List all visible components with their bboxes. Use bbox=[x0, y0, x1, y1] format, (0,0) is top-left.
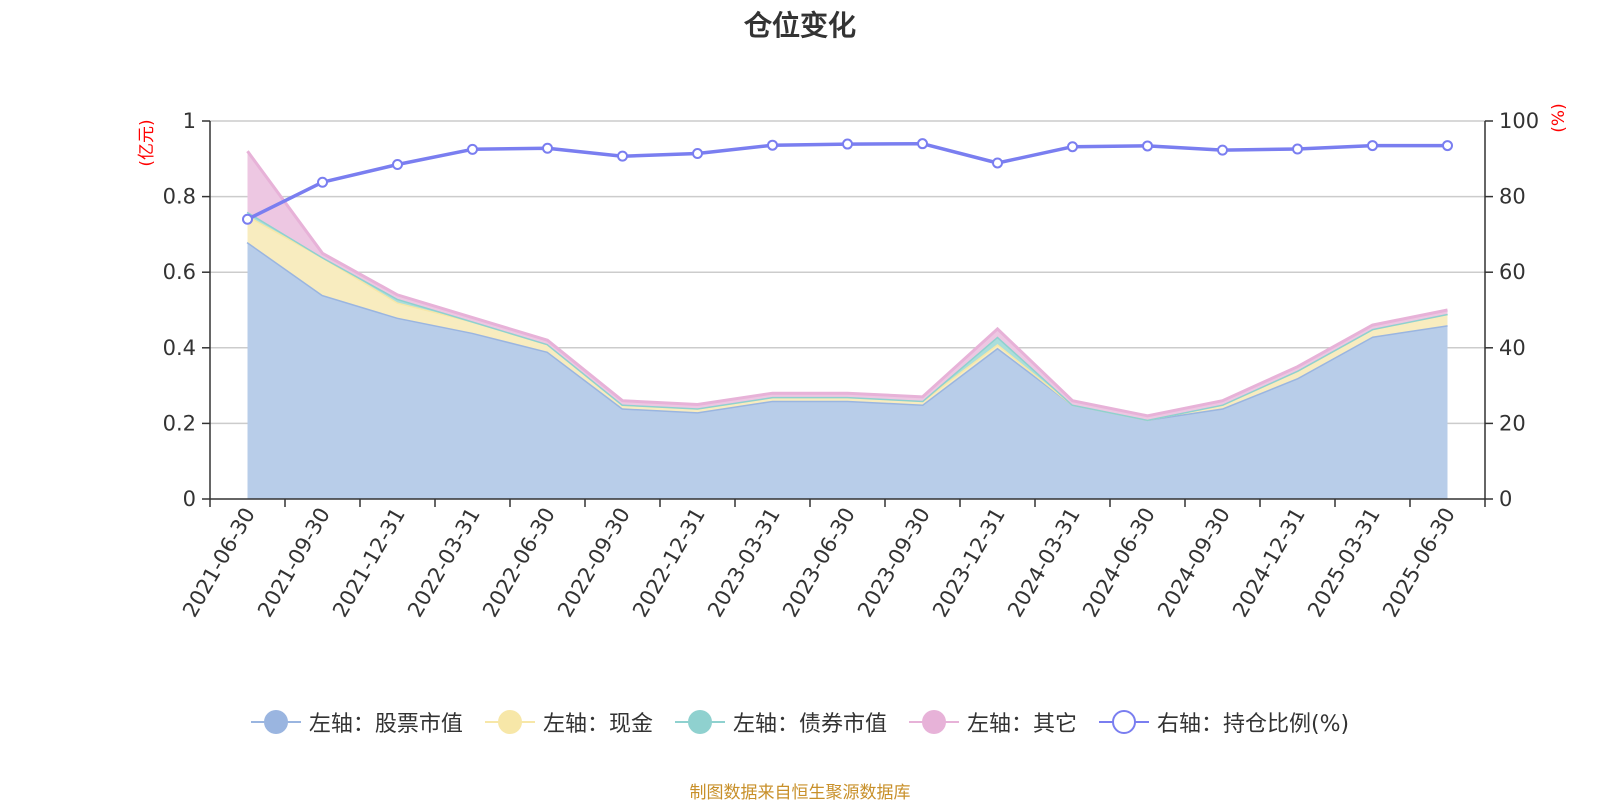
legend-item-3[interactable]: 左轴：其它 bbox=[908, 706, 1077, 738]
right-axis-tick-label: 0 bbox=[1499, 487, 1512, 511]
legend-marker-icon bbox=[1098, 707, 1149, 737]
position-ratio-line bbox=[242, 138, 1453, 225]
legend: 左轴：股票市值 左轴：现金 左轴：债券市值 左轴：其它 右轴：持仓比例(%) bbox=[0, 706, 1600, 738]
stacked-areas bbox=[246, 150, 1448, 499]
x-axis-tick-label: 2025-03-31 bbox=[1303, 504, 1385, 622]
position-ratio-point[interactable] bbox=[692, 148, 703, 160]
left-axis-tick-label: 1 bbox=[183, 109, 196, 133]
x-axis-tick-label: 2022-12-31 bbox=[628, 504, 710, 622]
legend-marker-icon bbox=[484, 707, 535, 737]
right-axis-tick-label: 60 bbox=[1499, 260, 1526, 284]
legend-item-0[interactable]: 左轴：股票市值 bbox=[250, 706, 463, 738]
position-ratio-point[interactable] bbox=[1217, 144, 1228, 156]
chart-title: 仓位变化 bbox=[743, 9, 856, 42]
x-axis-tick-label: 2023-09-30 bbox=[853, 504, 935, 622]
left-axis-tick-label: 0.2 bbox=[163, 411, 196, 435]
legend-marker-icon bbox=[250, 707, 301, 737]
legend-marker-icon bbox=[908, 707, 959, 737]
legend-label: 左轴：现金 bbox=[542, 712, 653, 737]
chart-plot: 00.20.40.60.810204060801002021-06-302021… bbox=[137, 103, 1569, 622]
x-axis-tick-label: 2024-09-30 bbox=[1153, 504, 1235, 622]
position-ratio-point[interactable] bbox=[1442, 140, 1453, 152]
x-axis-tick-label: 2023-06-30 bbox=[778, 504, 860, 622]
position-ratio-point[interactable] bbox=[617, 150, 628, 162]
legend-item-4[interactable]: 右轴：持仓比例(%) bbox=[1098, 706, 1350, 738]
left-axis-tick-label: 0.6 bbox=[163, 260, 196, 284]
position-ratio-line-path bbox=[246, 141, 1448, 221]
position-ratio-point[interactable] bbox=[1067, 141, 1078, 153]
x-axis-tick-label: 2024-06-30 bbox=[1078, 504, 1160, 622]
x-axis-tick-label: 2023-03-31 bbox=[703, 504, 785, 622]
right-axis-tick-label: 20 bbox=[1499, 411, 1526, 435]
legend-label: 右轴：持仓比例(%) bbox=[1156, 712, 1350, 737]
right-axis-tick-label: 80 bbox=[1499, 185, 1526, 209]
legend-label: 左轴：股票市值 bbox=[308, 712, 463, 737]
area-edge-series-3 bbox=[246, 150, 1448, 418]
left-axis-tick-label: 0.8 bbox=[163, 185, 196, 209]
x-axis-tick-label: 2022-06-30 bbox=[478, 504, 560, 622]
legend-label: 左轴：债券市值 bbox=[732, 712, 887, 737]
x-axis-tick-label: 2025-06-30 bbox=[1378, 504, 1460, 622]
right-axis-unit: (%) bbox=[1549, 103, 1569, 132]
position-ratio-point[interactable] bbox=[1292, 143, 1303, 155]
position-ratio-point[interactable] bbox=[767, 139, 778, 151]
right-axis-tick-label: 100 bbox=[1499, 109, 1539, 133]
x-axis-tick-label: 2024-12-31 bbox=[1228, 504, 1310, 622]
position-ratio-point[interactable] bbox=[842, 138, 853, 150]
legend-item-2[interactable]: 左轴：债券市值 bbox=[674, 706, 887, 738]
right-axis-tick-label: 40 bbox=[1499, 336, 1526, 360]
x-axis-tick-label: 2021-06-30 bbox=[178, 504, 260, 622]
position-ratio-point[interactable] bbox=[542, 142, 553, 154]
area-series-0 bbox=[247, 242, 1448, 499]
data-source-note: 制图数据来自恒生聚源数据库 bbox=[689, 783, 911, 803]
legend-marker-icon bbox=[674, 707, 725, 737]
position-ratio-point[interactable] bbox=[1367, 140, 1378, 152]
position-ratio-point[interactable] bbox=[992, 157, 1003, 169]
position-ratio-point[interactable] bbox=[1142, 140, 1153, 152]
x-axis-tick-label: 2022-03-31 bbox=[403, 504, 485, 622]
position-ratio-point[interactable] bbox=[467, 143, 478, 155]
position-ratio-point[interactable] bbox=[917, 138, 928, 150]
legend-label: 左轴：其它 bbox=[966, 712, 1077, 737]
x-axis-tick-label: 2021-12-31 bbox=[328, 504, 410, 622]
x-axis-tick-label: 2022-09-30 bbox=[553, 504, 635, 622]
left-axis-tick-label: 0 bbox=[183, 487, 196, 511]
legend-item-1[interactable]: 左轴：现金 bbox=[484, 706, 653, 738]
x-axis-tick-label: 2024-03-31 bbox=[1003, 504, 1085, 622]
left-axis-unit: (亿元) bbox=[137, 119, 157, 166]
left-axis-tick-label: 0.4 bbox=[163, 336, 196, 360]
x-axis-tick-label: 2021-09-30 bbox=[253, 504, 335, 622]
position-ratio-point[interactable] bbox=[242, 213, 253, 225]
x-axis-tick-label: 2023-12-31 bbox=[928, 504, 1010, 622]
position-ratio-point[interactable] bbox=[392, 158, 403, 170]
position-ratio-point[interactable] bbox=[317, 176, 328, 188]
